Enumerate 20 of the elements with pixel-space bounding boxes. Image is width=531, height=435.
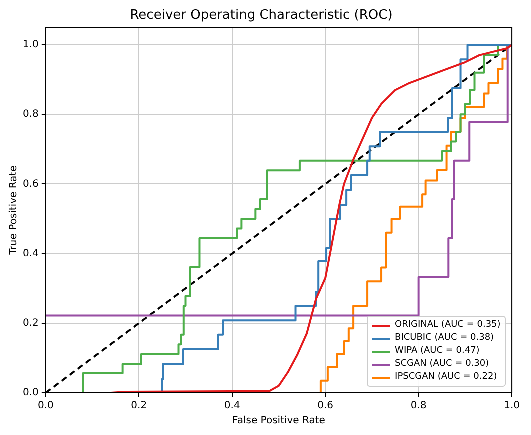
legend-label: ORIGINAL (AUC = 0.35): [395, 319, 501, 332]
legend-label: BICUBIC (AUC = 0.38): [395, 332, 494, 345]
y-tick-label: 0.4: [22, 248, 39, 260]
y-tick-label: 0.2: [22, 318, 39, 329]
y-tick-label: 1.0: [22, 40, 39, 51]
x-tick-label: 0.2: [131, 400, 148, 412]
y-axis-title: True Positive Rate: [8, 166, 20, 256]
x-tick-label: 0.4: [224, 400, 240, 412]
x-tick-label: 0.8: [410, 400, 427, 412]
y-tick-label: 0.8: [22, 109, 39, 120]
legend-label: SCGAN (AUC = 0.30): [395, 358, 490, 371]
x-axis-title: False Positive Rate: [232, 416, 326, 427]
chart-title: Receiver Operating Characteristic (ROC): [130, 8, 393, 24]
x-tick-label: 0.0: [38, 400, 54, 412]
legend-label: IPSCGAN (AUC = 0.22): [395, 371, 498, 384]
y-tick-label: 0.0: [22, 388, 39, 399]
x-tick-label: 0.6: [318, 400, 334, 412]
y-tick-label: 0.6: [22, 178, 39, 190]
legend-label: WIPA (AUC = 0.47): [395, 345, 480, 358]
x-tick-label: 1.0: [504, 400, 520, 412]
